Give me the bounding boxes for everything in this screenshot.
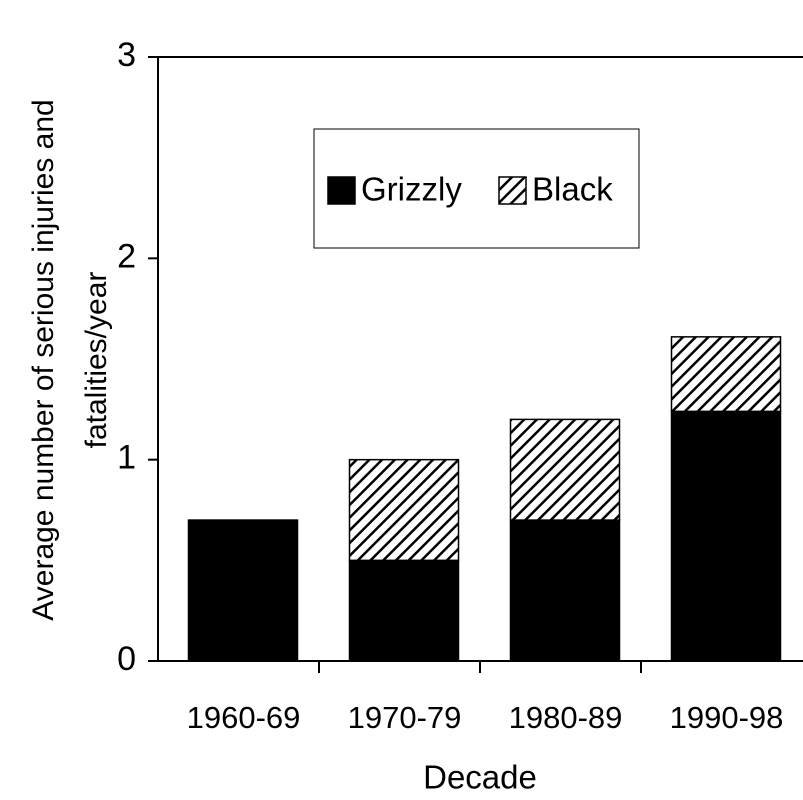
y-tick-label: 2	[117, 237, 136, 275]
x-tick-label: 1970-79	[348, 700, 462, 735]
y-tick-label: 1	[117, 439, 136, 477]
x-tick-label: 1960-69	[187, 700, 301, 735]
legend-swatch	[327, 176, 356, 205]
legend-label: Black	[532, 171, 613, 208]
legend-box	[313, 128, 640, 249]
bar-segment	[509, 418, 621, 521]
bar-segment	[670, 410, 782, 662]
y-axis-label: fatalities/year	[80, 272, 113, 449]
bar-segment	[670, 336, 782, 413]
bar-segment	[348, 559, 460, 662]
x-tick-label: 1990-98	[670, 700, 784, 735]
legend-label: Grizzly	[361, 171, 462, 208]
bar-segment	[348, 458, 460, 562]
bar-segment	[509, 519, 621, 662]
x-tick-label: 1980-89	[509, 700, 623, 735]
y-tick-label: 0	[117, 640, 136, 678]
legend-swatch	[498, 176, 527, 205]
x-axis-label: Decade	[423, 759, 537, 796]
y-axis-label: Average number of serious injuries and	[27, 99, 60, 620]
bar-segment	[187, 519, 299, 662]
y-tick-label: 3	[117, 36, 136, 74]
